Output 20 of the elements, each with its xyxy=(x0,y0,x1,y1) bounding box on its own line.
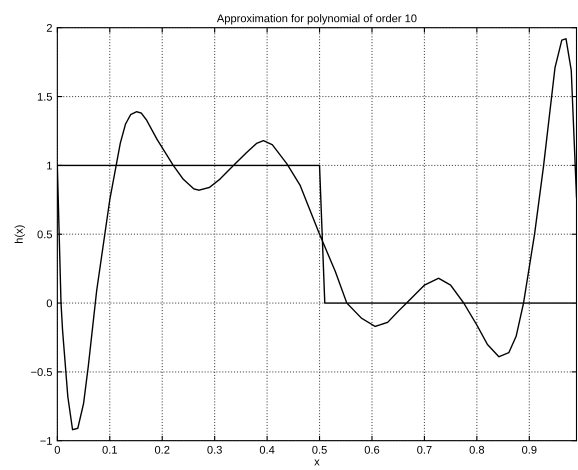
y-tick-label: −1 xyxy=(40,437,52,445)
x-tick-label: 0.8 xyxy=(470,446,484,454)
y-axis-title: h(x) xyxy=(14,225,25,244)
y-tick-label: 1.5 xyxy=(38,92,52,101)
x-tick-label: 0.6 xyxy=(364,446,380,454)
x-tick-label: 0.5 xyxy=(312,446,327,454)
x-axis-title: x xyxy=(314,460,320,466)
y-tick-label: 0 xyxy=(46,299,52,308)
x-tick-label: 0.9 xyxy=(522,446,536,454)
y-tick-label: −0.5 xyxy=(31,368,52,376)
x-tick-label: 0.3 xyxy=(207,446,222,454)
y-tick-label: 2 xyxy=(46,24,52,32)
x-tick-label: 0.2 xyxy=(154,446,170,454)
chart-title: Approximation for polynomial of order 10 xyxy=(216,14,417,24)
x-tick-label: 0 xyxy=(54,446,60,454)
x-tick-label: 0.4 xyxy=(260,446,274,454)
y-tick-label: 0.5 xyxy=(37,230,52,238)
x-tick-label: 0.1 xyxy=(102,446,117,454)
x-tick-label: 0.7 xyxy=(417,446,432,454)
y-tick-label: 1 xyxy=(47,162,52,170)
